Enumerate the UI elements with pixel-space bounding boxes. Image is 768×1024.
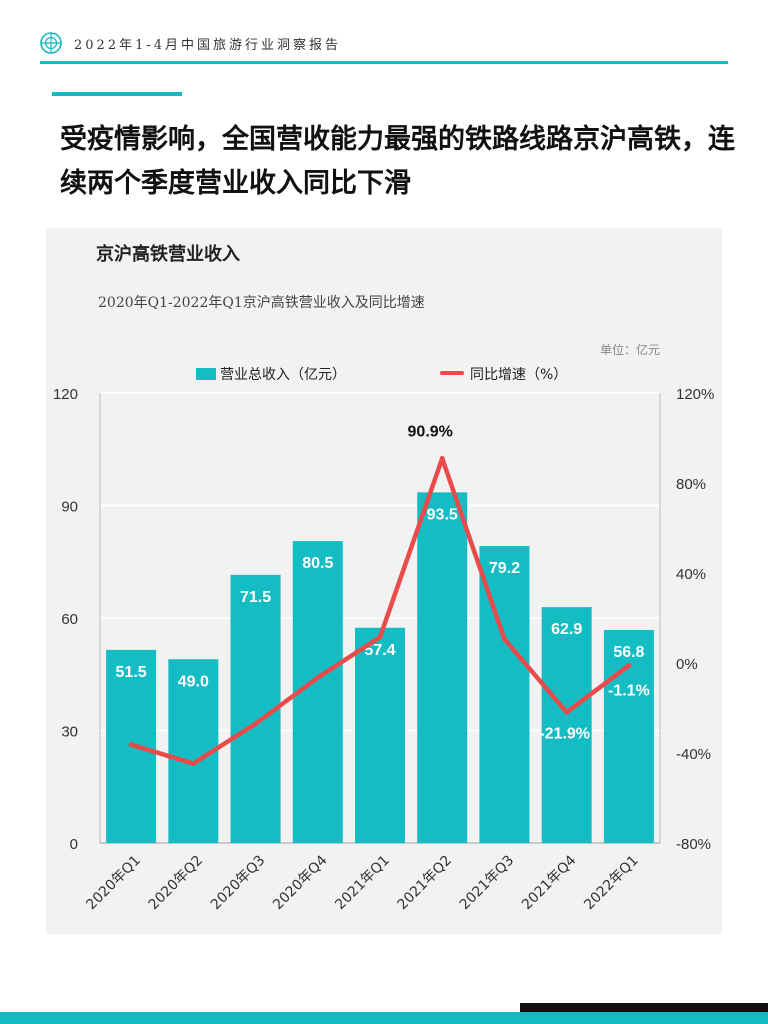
bar xyxy=(603,630,654,843)
y-left-tick-label: 30 xyxy=(61,724,78,741)
page-headline: 受疫情影响，全国营收能力最强的铁路线路京沪高铁，连续两个季度营业收入同比下滑 xyxy=(60,124,735,199)
growth-point xyxy=(315,675,321,681)
y-left-tick-label: 90 xyxy=(61,499,78,516)
chart-subtitle: 2020年Q1-2022年Q1京沪高铁营业收入及同比增速 xyxy=(98,295,425,311)
legend-bar-label: 营业总收入（亿元） xyxy=(220,367,346,383)
growth-point xyxy=(439,455,445,461)
growth-point xyxy=(128,742,134,748)
growth-point xyxy=(626,662,632,668)
legend-item-growth: 同比增速（%） xyxy=(440,364,567,384)
bar-value-label: 56.8 xyxy=(613,644,644,661)
x-tick-label: 2020年Q1 xyxy=(83,853,144,914)
y-right-tick-label: -80% xyxy=(676,836,711,853)
y-left-tick-label: 0 xyxy=(70,836,78,853)
footer-accent-teal xyxy=(0,1012,768,1024)
bar-value-label: 62.9 xyxy=(551,621,582,638)
x-tick-label: 2020年Q3 xyxy=(208,853,269,914)
bar xyxy=(541,607,592,843)
growth-point xyxy=(253,721,259,727)
header-logo-icon xyxy=(40,32,62,54)
bar-value-label: 51.5 xyxy=(116,664,147,681)
x-tick-label: 2021年Q4 xyxy=(519,852,580,913)
y-left-tick-label: 60 xyxy=(61,611,78,628)
growth-point xyxy=(564,709,570,715)
bar-value-label: 49.0 xyxy=(178,673,209,690)
x-tick-label: 2020年Q2 xyxy=(146,853,207,914)
chart-title: 京沪高铁营业收入 xyxy=(96,244,240,265)
bar xyxy=(355,627,405,843)
growth-point xyxy=(377,634,383,640)
bar-value-label: 57.4 xyxy=(364,642,395,659)
legend-line-swatch xyxy=(440,371,464,375)
growth-value-label: -1.1% xyxy=(608,682,650,699)
report-title: 2022年1-4月中国旅游行业洞察报告 xyxy=(74,38,342,53)
bar-value-label: 80.5 xyxy=(302,555,333,572)
y-right-tick-label: 40% xyxy=(676,566,706,583)
y-right-tick-label: 80% xyxy=(676,476,706,493)
footer-accent-black xyxy=(520,1003,768,1012)
legend-item-revenue: 营业总收入（亿元） xyxy=(196,364,346,384)
x-tick-label: 2022年Q1 xyxy=(581,853,642,914)
header-divider xyxy=(40,61,728,64)
growth-point xyxy=(190,761,196,767)
bar-value-label: 79.2 xyxy=(489,560,520,577)
y-right-tick-label: 0% xyxy=(676,656,698,673)
y-left-tick-label: 120 xyxy=(53,386,78,403)
x-tick-label: 2021年Q3 xyxy=(457,853,518,914)
growth-value-label: 90.9% xyxy=(408,423,453,440)
growth-point xyxy=(501,636,507,642)
x-tick-label: 2021年Q1 xyxy=(332,853,393,914)
headline-accent-bar xyxy=(52,92,182,96)
y-right-tick-label: -40% xyxy=(676,746,711,763)
x-tick-label: 2020年Q4 xyxy=(270,852,331,913)
legend-line-label: 同比增速（%） xyxy=(470,367,568,383)
growth-value-label: -21.9% xyxy=(539,725,590,742)
x-tick-label: 2021年Q2 xyxy=(395,853,456,914)
legend-bar-swatch xyxy=(196,368,216,380)
chart-unit-label: 单位：亿元 xyxy=(600,343,661,357)
bar-value-label: 71.5 xyxy=(240,589,271,606)
bar-value-label: 93.5 xyxy=(427,506,458,523)
y-right-tick-label: 120% xyxy=(676,386,714,403)
bar xyxy=(417,492,468,843)
